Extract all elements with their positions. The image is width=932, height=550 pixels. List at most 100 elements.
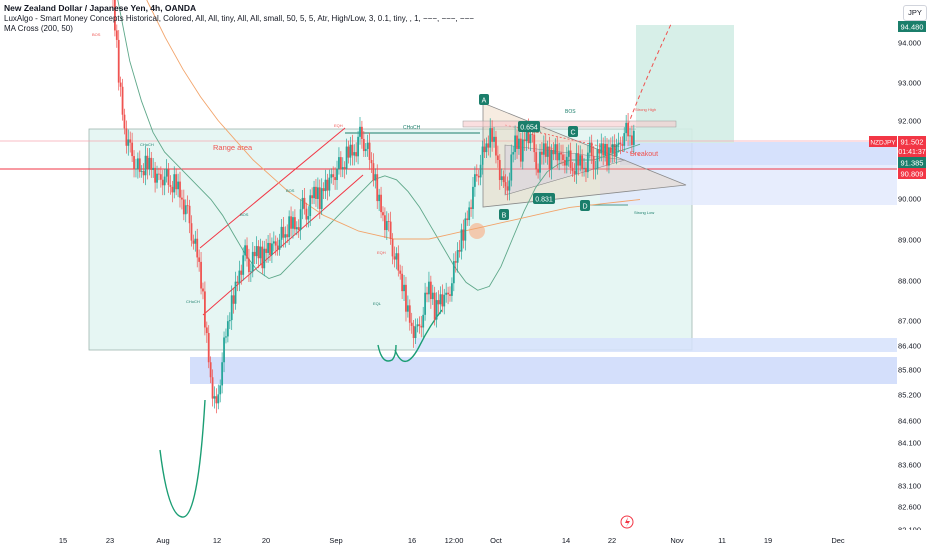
ma-fast-line [117,0,641,291]
indicator-smc-label[interactable]: LuxAlgo - Smart Money Concepts Historica… [4,13,474,23]
candle [278,233,281,256]
candle [431,284,434,305]
candle [361,120,363,149]
candle [336,160,338,190]
candle [253,245,256,265]
candle [502,170,505,189]
lightning-icon[interactable] [620,515,634,529]
candle [600,133,603,162]
candle [234,271,237,310]
candle [556,136,559,169]
candle [611,136,614,163]
candle [246,237,248,267]
candle [577,145,580,176]
candle [452,253,455,292]
svg-text:B: B [502,213,507,220]
svg-text:0.831: 0.831 [535,197,553,204]
candle [249,263,252,283]
candle [583,158,585,177]
candle [198,249,201,272]
candle [631,125,633,151]
candle [554,138,557,161]
candle [288,210,291,246]
demand-zone-upper [620,142,897,165]
candle [552,142,555,161]
candle [244,239,247,262]
candle [498,154,501,190]
candle [397,245,400,277]
candle [544,133,547,163]
candle [150,151,153,178]
candle [619,136,622,155]
candle [420,316,423,338]
candle [142,163,145,184]
candle [292,211,294,239]
candle [282,217,285,248]
eqh-label-mid: EQH [377,250,386,255]
candle [276,237,279,256]
candle [125,120,128,154]
candle [470,199,472,217]
candle [565,146,568,174]
indicator-ma-label[interactable]: MA Cross (200, 50) [4,24,73,33]
candle [437,290,440,315]
candle [161,169,164,196]
svg-text:91.502: 91.502 [901,138,924,147]
candle [286,224,289,244]
candle [315,178,317,207]
candle [481,140,484,175]
candle [221,352,224,394]
candle [345,138,348,175]
candle [514,125,517,160]
candle [167,163,170,193]
candle [299,199,302,240]
candle [257,240,260,269]
choch-label-left: CHoCH [140,142,154,147]
candle [493,126,495,148]
demand-zone-mid [600,165,897,205]
svg-text:01:41:37: 01:41:37 [898,149,925,156]
candle [623,127,626,152]
candle [156,165,158,189]
candle [274,235,277,256]
candle [236,275,239,292]
point-b-label: B [499,209,509,220]
candle [588,136,591,159]
candle [200,252,202,295]
time-tick-label: Nov [670,536,684,545]
candle [261,240,264,275]
candle [351,134,354,166]
currency-badge[interactable]: JPY [903,5,927,21]
candle [357,130,359,165]
cup-curve-left [159,399,206,518]
candle [468,201,471,226]
candle [560,144,562,165]
candle [322,182,325,199]
candle [592,146,595,180]
candle [548,136,551,178]
candle [510,144,513,187]
candle [383,207,386,238]
candle [341,157,344,178]
time-tick-label: 20 [262,536,270,545]
candle [169,175,172,195]
price-tick-label: 89.000 [898,236,921,245]
candle [338,147,340,175]
price-tick-label: 88.000 [898,277,921,286]
candle [307,206,310,228]
ma-price-label: 91.385 [898,157,926,168]
symbol-title[interactable]: New Zealand Dollar / Japanese Yen, 4h, O… [4,3,197,13]
price-tick-label: 82.600 [898,503,921,512]
candle [217,384,220,410]
candle [280,218,283,248]
candle [165,159,168,183]
candle [585,161,587,182]
candle [621,136,624,152]
candle [504,174,507,195]
price-axis[interactable]: 94.00093.00092.00091.00090.00089.00088.0… [897,0,932,535]
candle [606,138,608,172]
candlesticks [112,0,635,414]
candle [447,286,449,305]
time-axis[interactable]: 15 23 Aug 12 20 Sep 16 12:00 Oct 14 22 Nov 11 19 Dec [0,530,932,550]
